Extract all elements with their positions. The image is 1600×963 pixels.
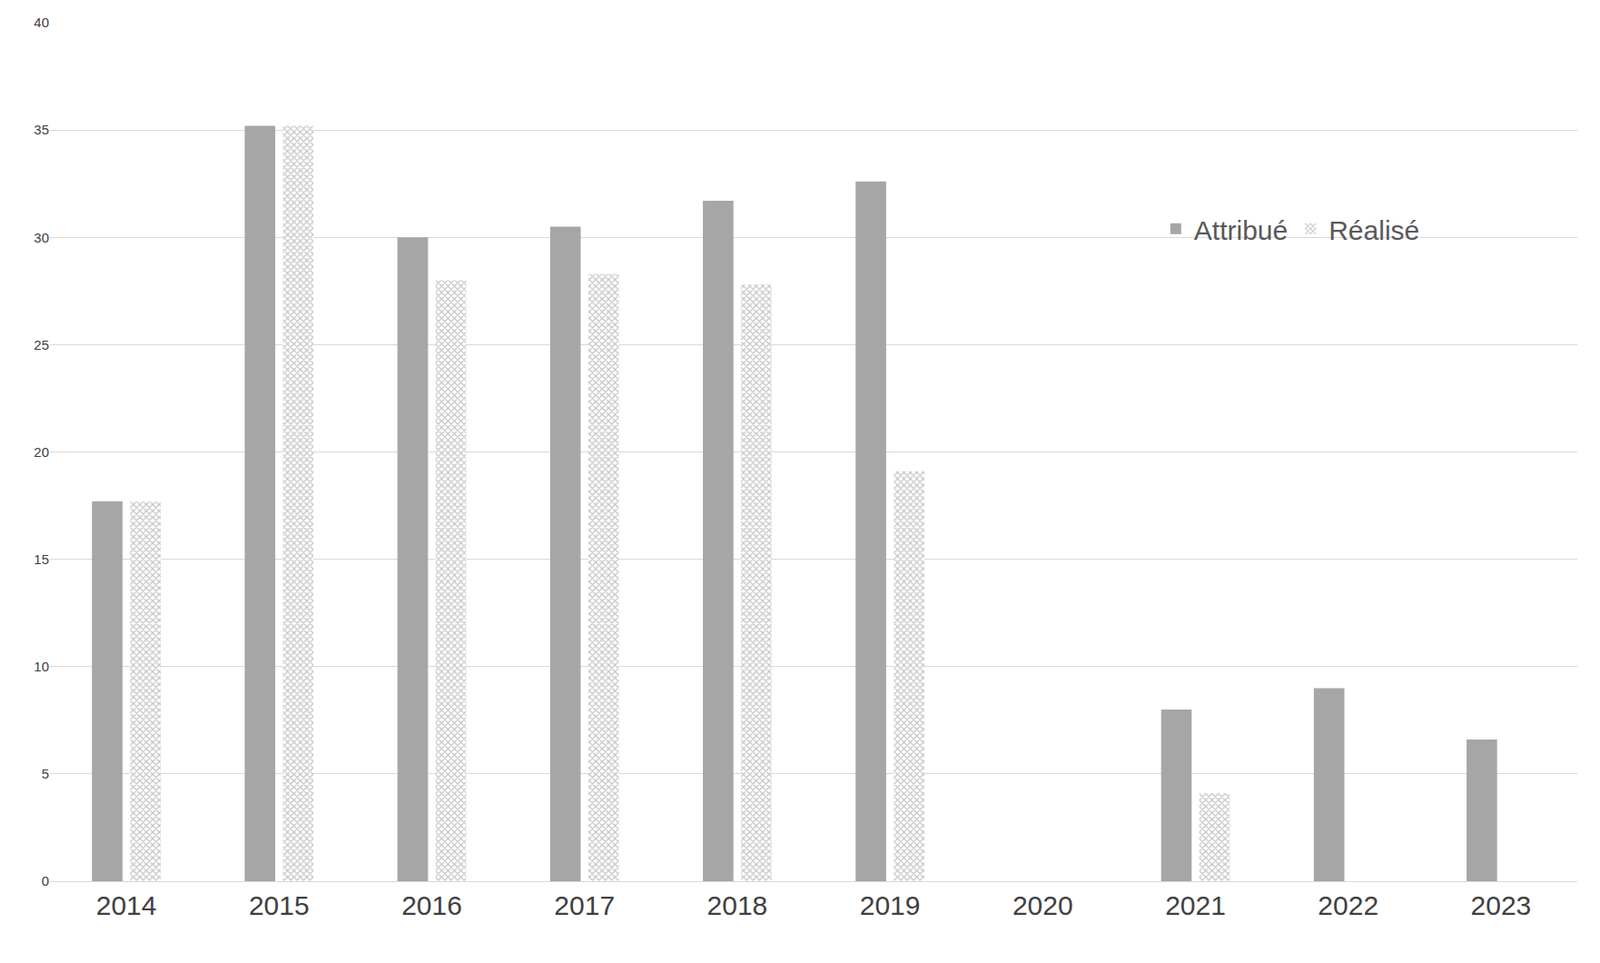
svg-text:2021: 2021 [1165,889,1226,920]
svg-text:10: 10 [33,658,50,674]
svg-text:2019: 2019 [859,889,921,920]
svg-text:Réalisé: Réalisé [1328,215,1420,246]
svg-text:40: 40 [33,14,50,30]
svg-text:2015: 2015 [248,889,310,920]
svg-text:25: 25 [33,336,50,353]
svg-text:2023: 2023 [1471,889,1532,920]
svg-text:Attribué: Attribué [1194,215,1288,246]
svg-text:2014: 2014 [96,889,158,920]
svg-text:2022: 2022 [1317,889,1379,920]
svg-text:30: 30 [33,229,50,246]
svg-text:5: 5 [41,765,50,781]
svg-text:35: 35 [33,121,50,138]
svg-text:0: 0 [41,872,50,889]
svg-text:2017: 2017 [553,889,615,920]
svg-text:15: 15 [33,551,50,567]
svg-text:20: 20 [33,444,50,460]
svg-text:2020: 2020 [1012,889,1074,920]
svg-text:2018: 2018 [707,889,769,920]
svg-text:2016: 2016 [401,889,463,920]
